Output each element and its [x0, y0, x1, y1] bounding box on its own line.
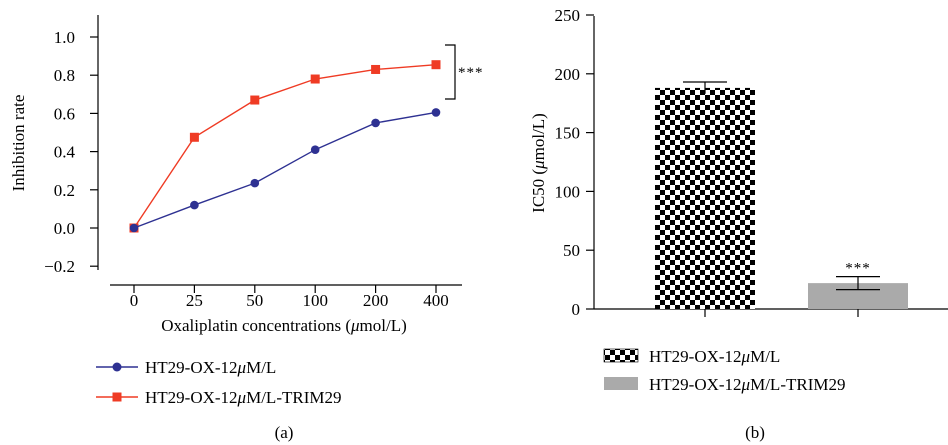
data-point [371, 118, 380, 128]
data-point [431, 60, 441, 70]
legend-item-checker: HT29-OX-12μM/L [603, 347, 780, 366]
y-axis-ticks: 0 50 100 150 200 250 [555, 6, 594, 319]
x-tick-label: 0 [130, 291, 139, 310]
legend-label-red: HT29-OX-12μM/L-TRIM29 [145, 388, 341, 407]
significance-label: *** [845, 261, 871, 277]
bar-chart-panel: 0 50 100 150 200 250 IC50 (μmol/L) *** HT29-O… [529, 6, 948, 442]
legend-label-gray: HT29-OX-12μM/L-TRIM29 [649, 375, 845, 394]
error-bar [683, 81, 727, 94]
y-tick-label: 0.6 [54, 104, 75, 123]
legend-swatch-gray [604, 377, 638, 390]
y-tick-label: 150 [555, 124, 581, 143]
x-tick-label: 400 [423, 291, 449, 310]
x-tick-label: 200 [363, 291, 389, 310]
y-tick-label: 50 [563, 241, 580, 260]
legend-swatch-checkerboard [603, 348, 639, 363]
panel-label-b: (b) [745, 423, 765, 442]
series-red [129, 60, 441, 233]
x-tick-label: 100 [302, 291, 328, 310]
legend-label-checker: HT29-OX-12μM/L [649, 347, 780, 366]
series-group [129, 60, 441, 233]
line-chart-panel: −0.2 0.0 0.2 0.4 0.6 0.8 1.0 0 25 50 100 200 400 In… [9, 15, 484, 442]
data-point [310, 145, 320, 154]
series-line [133, 111, 437, 229]
data-point [189, 132, 199, 142]
legend-marker-circle [112, 362, 122, 372]
y-tick-label: 0.8 [54, 66, 75, 85]
data-point [431, 108, 441, 117]
y-tick-label: 0.2 [54, 181, 75, 200]
data-point [310, 74, 320, 84]
bars-group: *** [655, 81, 908, 317]
data-point [250, 95, 260, 105]
bar-gray: *** [808, 261, 908, 317]
legend-label-blue: HT29-OX-12μM/L [145, 358, 276, 377]
panel-label-a: (a) [275, 423, 294, 442]
bar-checkerboard [655, 81, 755, 317]
series-line [133, 63, 437, 229]
x-axis-ticks: 0 25 50 100 200 400 [130, 285, 449, 310]
y-tick-label: 0.0 [54, 219, 75, 238]
bar [655, 87, 755, 309]
error-bar [836, 276, 880, 291]
data-point [371, 64, 381, 74]
data-point [190, 200, 199, 210]
significance-bracket: *** [445, 44, 484, 100]
legend: HT29-OX-12μM/L HT29-OX-12μM/L-TRIM29 [603, 347, 845, 394]
legend-marker-square [112, 392, 122, 402]
y-tick-label: 0.4 [54, 143, 76, 162]
y-tick-label: 1.0 [54, 28, 75, 47]
significance-label: *** [458, 65, 484, 81]
legend-item-red: HT29-OX-12μM/L-TRIM29 [96, 388, 341, 407]
y-axis-title: Inhibition rate [9, 95, 28, 192]
legend: HT29-OX-12μM/L HT29-OX-12μM/L-TRIM29 [96, 358, 341, 407]
x-tick-label: 25 [186, 291, 203, 310]
x-axis-title: Oxaliplatin concentrations (μmol/L) [161, 316, 407, 335]
series-blue [129, 108, 441, 233]
data-point [250, 178, 260, 188]
y-tick-label: −0.2 [44, 257, 75, 276]
legend-item-gray: HT29-OX-12μM/L-TRIM29 [604, 375, 845, 394]
y-tick-label: 200 [555, 65, 581, 84]
y-tick-label: 0 [572, 300, 581, 319]
y-axis-title: IC50 (μmol/L) [529, 113, 548, 213]
x-tick-label: 50 [246, 291, 263, 310]
y-axis-ticks: −0.2 0.0 0.2 0.4 0.6 0.8 1.0 [44, 28, 98, 276]
legend-item-blue: HT29-OX-12μM/L [96, 358, 276, 377]
data-point [129, 223, 139, 233]
y-tick-label: 100 [555, 182, 581, 201]
y-tick-label: 250 [555, 6, 581, 25]
